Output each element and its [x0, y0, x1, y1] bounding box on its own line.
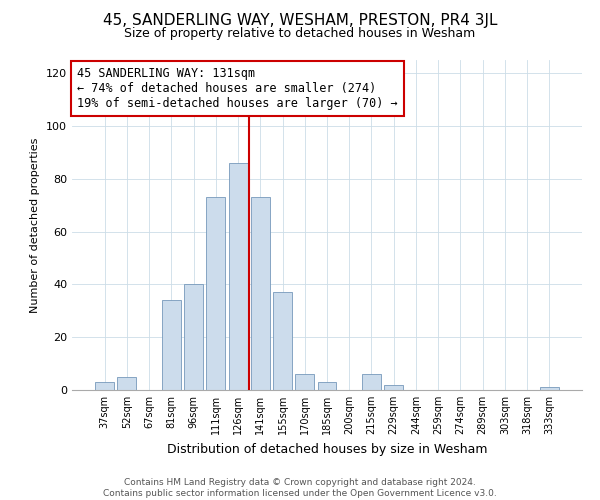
Bar — [384, 384, 403, 390]
Text: 45 SANDERLING WAY: 131sqm
← 74% of detached houses are smaller (274)
19% of semi: 45 SANDERLING WAY: 131sqm ← 74% of detac… — [77, 66, 398, 110]
Bar — [184, 284, 203, 390]
Bar — [206, 198, 225, 390]
Text: Contains HM Land Registry data © Crown copyright and database right 2024.
Contai: Contains HM Land Registry data © Crown c… — [103, 478, 497, 498]
Bar — [295, 374, 314, 390]
Bar — [229, 163, 248, 390]
Text: 45, SANDERLING WAY, WESHAM, PRESTON, PR4 3JL: 45, SANDERLING WAY, WESHAM, PRESTON, PR4… — [103, 12, 497, 28]
Bar — [162, 300, 181, 390]
X-axis label: Distribution of detached houses by size in Wesham: Distribution of detached houses by size … — [167, 442, 487, 456]
Bar — [362, 374, 381, 390]
Bar — [118, 377, 136, 390]
Text: Size of property relative to detached houses in Wesham: Size of property relative to detached ho… — [124, 28, 476, 40]
Bar — [251, 198, 270, 390]
Bar — [540, 388, 559, 390]
Bar — [317, 382, 337, 390]
Bar — [95, 382, 114, 390]
Bar — [273, 292, 292, 390]
Y-axis label: Number of detached properties: Number of detached properties — [31, 138, 40, 312]
